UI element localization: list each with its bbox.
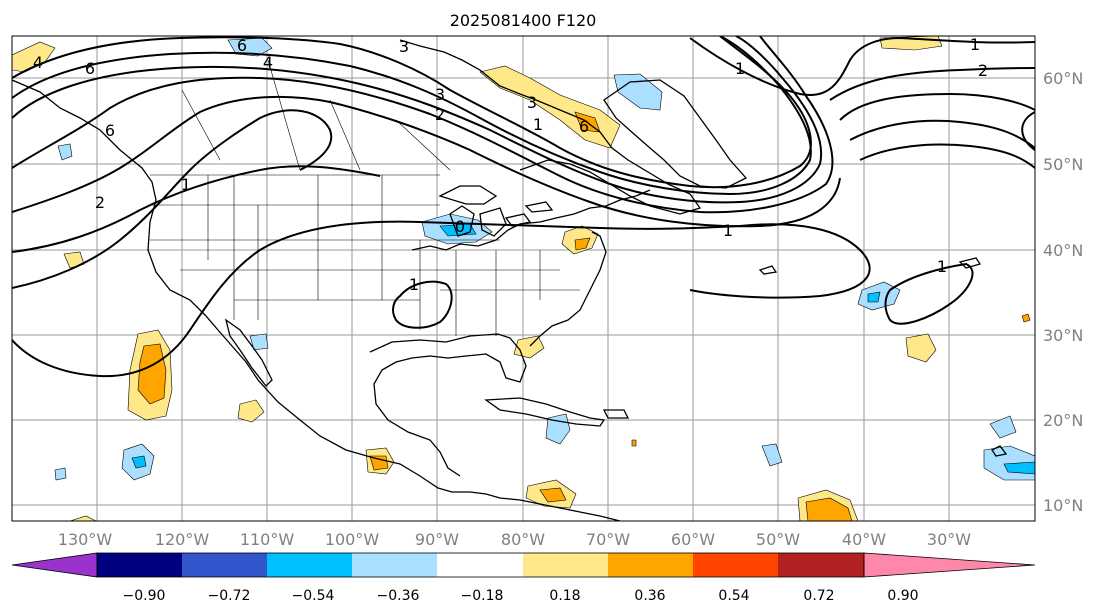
colorbar-swatch [437,553,523,577]
lon-label: 90°W [415,530,459,549]
colorbar-tick-label: −0.90 [123,588,166,604]
colorbar-tick-label: 0.36 [634,588,665,604]
colorbar-extend-min [11,552,98,578]
contour-label: 3 [399,37,409,56]
lat-label: 50°N [1043,155,1083,174]
colorbar-tick-label: −0.54 [292,588,335,604]
lat-label: 20°N [1043,411,1083,430]
colorbar-swatch [267,553,352,577]
lon-label: 110°W [240,530,295,549]
lon-label: 60°W [671,530,715,549]
height-contours [12,36,1035,378]
lon-label: 80°W [501,530,545,549]
coastlines [12,39,1008,521]
contour-label: 6 [105,121,115,140]
contour-label: 1 [723,221,733,240]
colorbar-swatch [778,553,864,577]
contour-label: 1 [937,257,947,276]
contour-label: 3 [435,85,445,104]
colorbar-extend-max [863,552,1036,578]
contour-label: 0 [455,217,465,236]
lat-label: 10°N [1043,496,1083,515]
lon-label: 50°W [756,530,800,549]
lon-label: 40°W [842,530,886,549]
contour-label: 1 [409,275,419,294]
latitude-labels: 60°N 50°N 40°N 30°N 20°N 10°N [1043,69,1083,515]
contour-label: 1 [533,115,543,134]
colorbar-tick-label: 0.54 [718,588,749,604]
contour-label: 6 [579,117,589,136]
contour-label: 6 [85,59,95,78]
contour-label: 1 [970,35,980,54]
colorbar-swatch [182,553,267,577]
contour-labels: 6 4 3 6 4 3 2 1 1 2 3 6 1 1 2 6 0 1 1 1 [33,35,988,294]
lat-label: 30°N [1043,326,1083,345]
map-title: 2025081400 F120 [450,11,597,30]
colorbar-swatch [608,553,693,577]
lon-label: 130°W [58,530,113,549]
colorbar-swatch [523,553,608,577]
lon-label: 70°W [586,530,630,549]
contour-label: 4 [263,53,273,72]
lat-label: 60°N [1043,69,1083,88]
contour-label: 3 [527,93,537,112]
contour-label: 2 [435,105,445,124]
contour-label: 2 [978,61,988,80]
contour-label: 6 [237,36,247,55]
lat-label: 40°N [1043,241,1083,260]
contour-label: 1 [735,59,745,78]
contour-label: 1 [181,175,191,194]
colorbar: −0.90 −0.72 −0.54 −0.36 −0.18 0.18 0.36 … [11,552,1036,604]
colorbar-swatch [97,553,182,577]
lon-label: 120°W [155,530,210,549]
longitude-labels: 130°W 120°W 110°W 100°W 90°W 80°W 70°W 6… [58,530,971,549]
graticule [12,36,1035,521]
colorbar-swatch [352,553,437,577]
political-borders [150,59,580,336]
lon-label: 100°W [325,530,380,549]
colorbar-tick-label: 0.18 [549,588,580,604]
map-frame [11,35,1036,522]
colorbar-tick-label: 0.90 [887,588,918,604]
colorbar-tick-label: −0.18 [461,588,504,604]
colorbar-tick-labels: −0.90 −0.72 −0.54 −0.36 −0.18 0.18 0.36 … [123,588,919,604]
lon-label: 30°W [927,530,971,549]
colorbar-tick-label: 0.72 [803,588,834,604]
colorbar-tick-label: −0.36 [377,588,420,604]
contour-label: 4 [33,53,43,72]
colorbar-tick-label: −0.72 [208,588,251,604]
colorbar-swatch [693,553,778,577]
contour-label: 2 [95,193,105,212]
